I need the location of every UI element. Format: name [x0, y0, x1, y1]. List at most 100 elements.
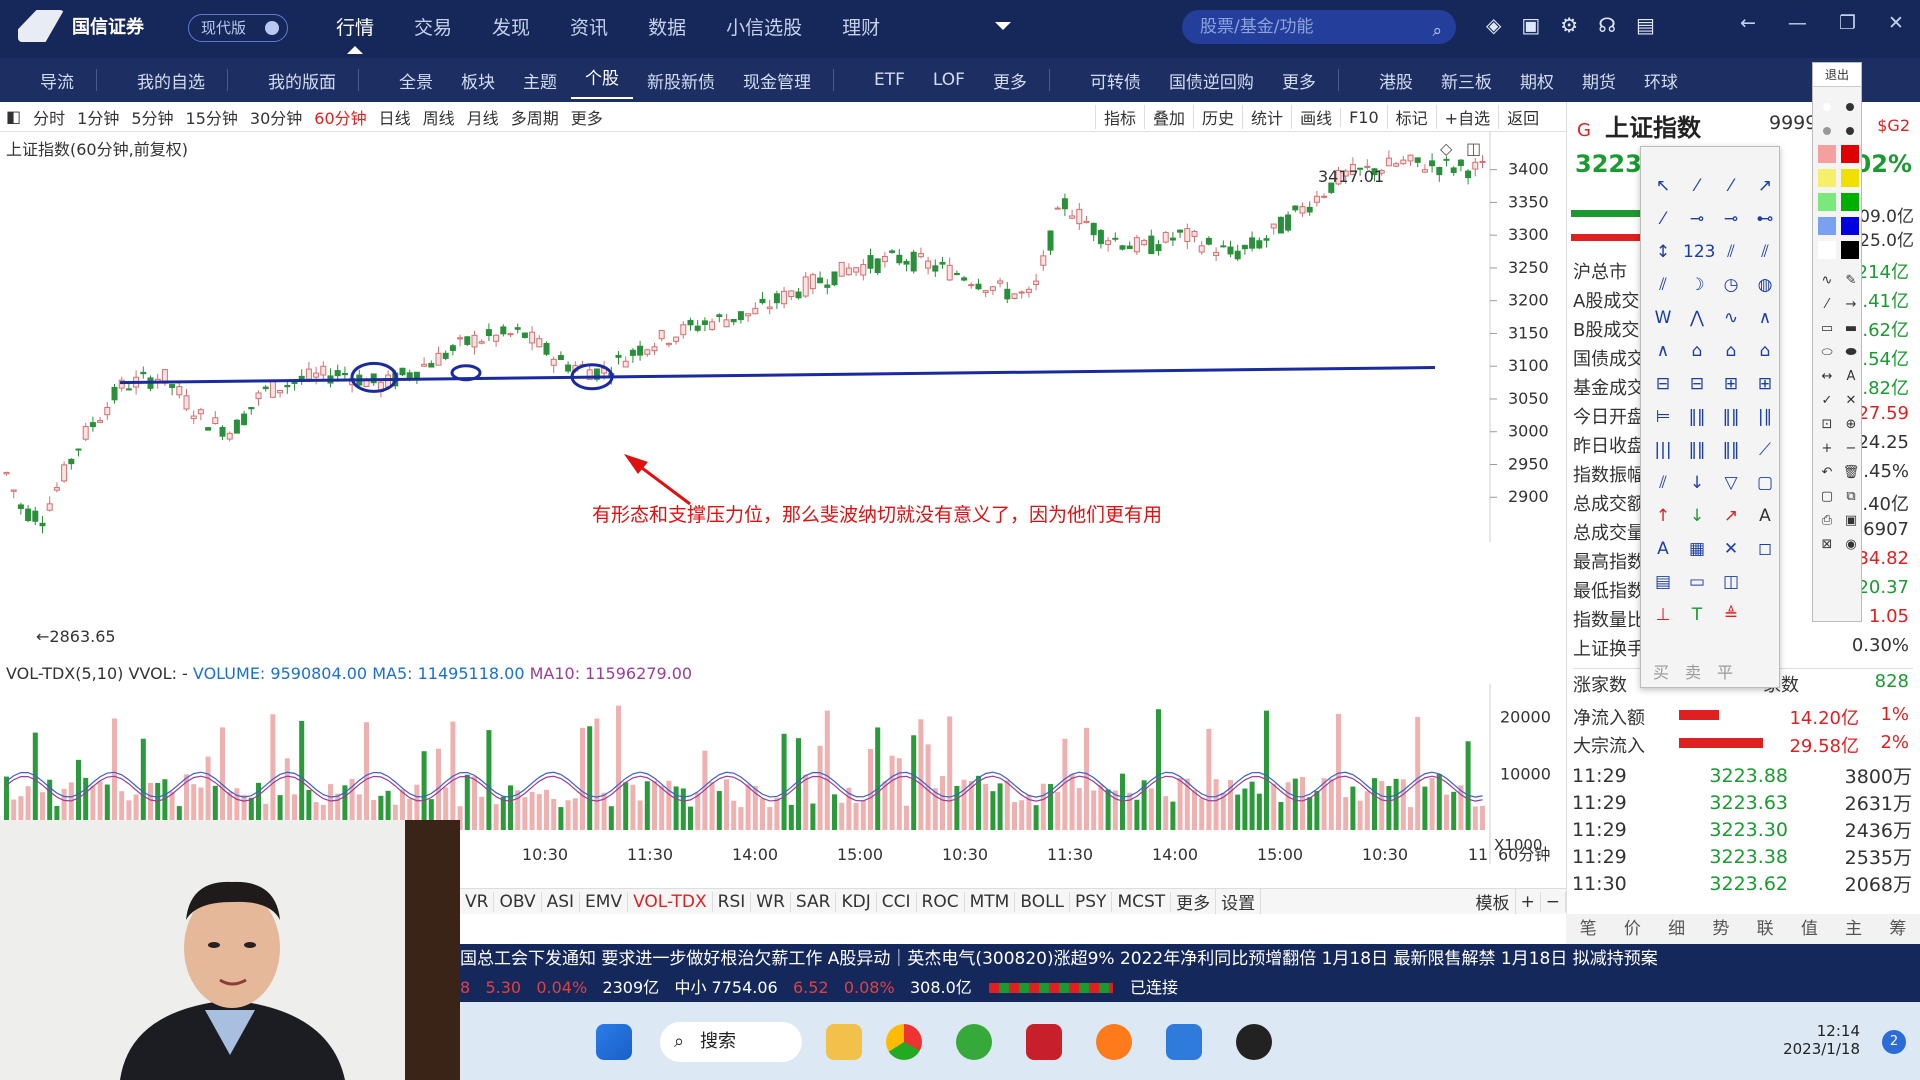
subnav-overview[interactable]: 全景 — [399, 72, 433, 93]
draw-tool-icon[interactable]: ⊸ — [1689, 209, 1705, 229]
draw-tool-icon[interactable]: ↓ — [1689, 506, 1705, 526]
palette-tool-icon[interactable]: ⊡ — [1821, 417, 1833, 432]
subnav-repo[interactable]: 国债逆回购 — [1168, 72, 1254, 93]
ind-cci[interactable]: CCI — [877, 891, 917, 912]
draw-tool-icon[interactable]: ⊥ — [1655, 605, 1671, 625]
draw-tool-icon[interactable]: ▦ — [1688, 539, 1706, 559]
tool-mark[interactable]: 标记 — [1386, 105, 1436, 129]
subnav-hk[interactable]: 港股 — [1378, 72, 1413, 93]
panel-toggle-icon[interactable]: ◧ — [6, 107, 22, 126]
ind-rsi[interactable]: RSI — [713, 891, 752, 912]
message-icon[interactable]: ▤ — [1636, 13, 1655, 37]
palette-tool-icon[interactable]: ⁄ — [1825, 297, 1829, 312]
draw-tool-icon[interactable]: ⊟ — [1655, 374, 1671, 394]
volume-chart[interactable]: 20000 10000 X1000 10:30 11:30 14:00 15:00 10:30… — [0, 684, 1566, 864]
search-icon[interactable]: ⌕ — [1432, 21, 1442, 41]
draw-tool-icon[interactable]: ☽ — [1689, 275, 1705, 295]
notification-badge[interactable]: 2 — [1882, 1030, 1906, 1054]
tool-f10[interactable]: F10 — [1340, 107, 1387, 127]
subnav-futures[interactable]: 期货 — [1581, 72, 1616, 93]
palette-tool-icon[interactable]: ⎙ — [1821, 513, 1833, 528]
back-icon[interactable]: ← — [1740, 12, 1756, 34]
draw-tool-icon[interactable]: ▭ — [1688, 572, 1706, 592]
draw-tool-icon[interactable]: ⫽ — [1659, 473, 1667, 493]
tab-value[interactable]: 值 — [1800, 919, 1818, 939]
tool-draw[interactable]: 画线 — [1291, 105, 1340, 129]
document-icon[interactable]: ▣ — [1521, 13, 1541, 37]
draw-tool-icon[interactable]: A — [1759, 506, 1771, 526]
ind-vr[interactable]: VR — [460, 891, 495, 912]
subnav-my-layout[interactable]: 我的版面 — [268, 72, 336, 93]
palette-exit-button[interactable]: 退出 — [1813, 63, 1861, 87]
draw-tool-icon[interactable]: ◷ — [1723, 275, 1739, 295]
palette-tool-icon[interactable]: + — [1821, 441, 1833, 456]
period-month[interactable]: 月线 — [466, 108, 499, 128]
color-swatch[interactable] — [1818, 193, 1836, 211]
subnav-etf[interactable]: ETF — [874, 70, 905, 90]
ind-kdj[interactable]: KDJ — [836, 891, 877, 912]
ind-boll[interactable]: BOLL — [1015, 891, 1071, 912]
draw-tool-icon[interactable]: ⌂ — [1691, 341, 1703, 361]
subnav-themes[interactable]: 主题 — [523, 72, 557, 93]
ind-psy[interactable]: PSY — [1070, 891, 1113, 912]
draw-tool-icon[interactable]: ⫽ — [1659, 275, 1667, 295]
palette-tool-icon[interactable]: ⧉ — [1846, 489, 1856, 504]
subnav-ipo[interactable]: 新股新债 — [647, 72, 715, 93]
subnav-lof[interactable]: LOF — [932, 70, 965, 90]
draw-tool-icon[interactable]: ⫽ — [1727, 242, 1735, 262]
color-swatch[interactable] — [1823, 103, 1831, 111]
period-timeshare[interactable]: 分时 — [33, 108, 66, 128]
draw-tool-icon[interactable]: |∥ — [1757, 407, 1773, 427]
tool-overlay[interactable]: 叠加 — [1144, 105, 1193, 129]
subnav-global[interactable]: 环球 — [1643, 72, 1678, 93]
color-swatch[interactable] — [1846, 127, 1854, 135]
draw-tool-icon[interactable]: ↓ — [1689, 473, 1705, 493]
draw-tool-icon[interactable]: ↗ — [1757, 176, 1773, 196]
ind-roc[interactable]: ROC — [917, 891, 965, 912]
palette-tool-icon[interactable]: ⬭ — [1821, 345, 1833, 360]
subnav-more-1[interactable]: 更多 — [992, 72, 1027, 93]
subnav-neeq[interactable]: 新三板 — [1440, 72, 1492, 93]
draw-tool-icon[interactable]: ∧ — [1656, 341, 1670, 361]
ind-more[interactable]: 更多 — [1171, 889, 1217, 914]
headset-icon[interactable]: ☊ — [1598, 13, 1616, 37]
color-swatch[interactable] — [1846, 103, 1854, 111]
app-icon[interactable] — [1166, 1024, 1202, 1060]
minimize-icon[interactable]: — — [1787, 12, 1807, 34]
topnav-discover[interactable]: 发现 — [492, 17, 531, 39]
search-input[interactable]: 股票/基金/功能 ⌕ — [1182, 10, 1456, 44]
draw-tool-icon[interactable]: ∧ — [1758, 308, 1772, 328]
draw-tool-icon[interactable]: ◍ — [1757, 275, 1773, 295]
color-swatch[interactable] — [1818, 241, 1836, 259]
palette-tool-icon[interactable]: ✎ — [1845, 273, 1857, 288]
topnav-stock-picker[interactable]: 小信选股 — [726, 17, 803, 39]
topnav-data[interactable]: 数据 — [648, 17, 687, 39]
ind-obv[interactable]: OBV — [494, 891, 542, 912]
subnav-guide[interactable]: 导流 — [40, 72, 74, 93]
candlestick-chart[interactable]: 3400 3350 3300 3250 3200 3150 3100 3050 3000 2950… — [0, 132, 1566, 662]
ind-mtm[interactable]: MTM — [965, 891, 1016, 912]
color-swatch[interactable] — [1841, 193, 1859, 211]
tool-back[interactable]: 返回 — [1498, 105, 1547, 129]
ind-template[interactable]: 模板 — [1471, 889, 1516, 914]
draw-tool-icon[interactable]: ‖‖ — [1688, 440, 1706, 460]
ind-wr[interactable]: WR — [751, 891, 791, 912]
subnav-options[interactable]: 期权 — [1519, 72, 1554, 93]
draw-tool-icon[interactable]: W — [1654, 308, 1672, 328]
period-5m[interactable]: 5分钟 — [131, 108, 174, 128]
subnav-cash[interactable]: 现金管理 — [743, 72, 811, 93]
draw-tool-icon[interactable]: ⊞ — [1757, 374, 1773, 394]
period-week[interactable]: 周线 — [422, 108, 455, 128]
period-60m[interactable]: 60分钟 — [314, 108, 367, 128]
draw-tool-icon[interactable] — [1751, 569, 1779, 595]
draw-tool-icon[interactable]: T — [1691, 605, 1703, 625]
palette-tool-icon[interactable]: ✓ — [1821, 393, 1833, 408]
draw-tool-icon[interactable]: ‖‖ — [1688, 407, 1706, 427]
draw-tool-icon[interactable]: ‖‖ — [1722, 407, 1740, 427]
color-swatch[interactable] — [1841, 169, 1859, 187]
draw-tool-icon[interactable]: ⋀ — [1690, 308, 1704, 328]
gear-icon[interactable]: ⚙ — [1560, 13, 1579, 37]
tab-trades[interactable]: 笔 — [1579, 919, 1597, 939]
color-swatch[interactable] — [1841, 217, 1859, 235]
color-swatch[interactable] — [1818, 169, 1836, 187]
